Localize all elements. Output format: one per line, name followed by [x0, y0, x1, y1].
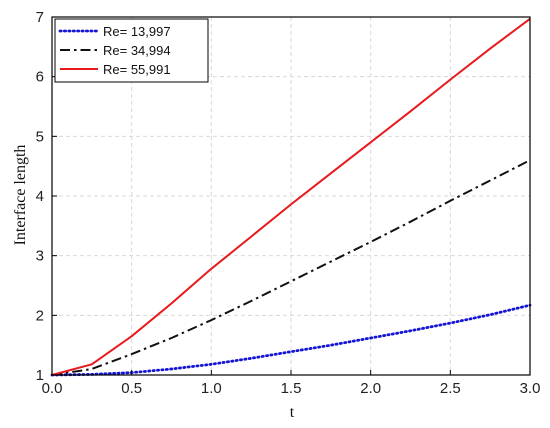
x-tick-label: 2.0 [360, 380, 381, 397]
y-tick-label: 3 [36, 248, 44, 265]
x-axis-label: t [290, 404, 295, 421]
series-line-3 [51, 17, 531, 376]
legend-label-1: Re= 13,997 [103, 24, 171, 39]
legend: Re= 13,997 Re= 34,994 Re= 55,991 [54, 18, 209, 83]
axis-ticks: 0.0 0.5 1.0 1.5 2.0 2.5 3.0 1 2 3 4 5 6 7 [36, 9, 541, 397]
y-tick-label: 4 [36, 188, 44, 205]
x-tick-label: 2.5 [440, 380, 461, 397]
y-tick-label: 5 [36, 128, 44, 145]
x-tick-label: 0.5 [121, 380, 142, 397]
y-tick-label: 6 [36, 69, 44, 86]
y-axis-label: Interface length [12, 145, 29, 246]
x-tick-label: 3.0 [520, 380, 541, 397]
x-tick-label: 0.0 [42, 380, 63, 397]
legend-label-2: Re= 34,994 [103, 43, 171, 58]
series-line-2 [51, 159, 531, 376]
y-tick-label: 2 [36, 307, 44, 324]
x-tick-label: 1.0 [201, 380, 222, 397]
x-tick-label: 1.5 [281, 380, 302, 397]
y-tick-label: 1 [36, 367, 44, 384]
y-tick-label: 7 [36, 9, 44, 26]
legend-label-3: Re= 55,991 [103, 62, 171, 77]
